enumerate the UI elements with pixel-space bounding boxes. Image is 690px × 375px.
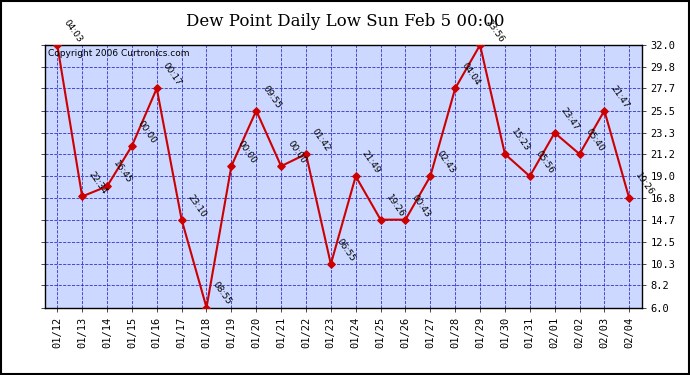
Point (450, 86, 461, 92)
Point (500, 151, 511, 157)
Text: 23:56: 23:56 (484, 18, 506, 44)
Point (599, 108, 610, 114)
Text: 19:26: 19:26 (385, 193, 407, 219)
Text: 09:55: 09:55 (260, 84, 283, 110)
Text: 23:47: 23:47 (559, 106, 581, 132)
Text: 21:47: 21:47 (609, 84, 631, 110)
Point (176, 217, 187, 223)
Point (425, 173, 436, 179)
Text: 22:34: 22:34 (86, 170, 108, 196)
Text: 00:43: 00:43 (410, 193, 432, 219)
Text: 08:55: 08:55 (210, 280, 233, 307)
Point (475, 42, 486, 48)
Point (375, 217, 386, 223)
Text: 01:42: 01:42 (310, 127, 332, 153)
Point (524, 173, 535, 179)
Text: 06:55: 06:55 (335, 237, 357, 263)
Text: 16:45: 16:45 (111, 159, 133, 186)
Point (624, 195, 635, 201)
Text: 00:00: 00:00 (136, 119, 158, 145)
Text: 05:40: 05:40 (584, 127, 606, 153)
Text: Dew Point Daily Low Sun Feb 5 00:00: Dew Point Daily Low Sun Feb 5 00:00 (186, 13, 504, 30)
Point (101, 183, 112, 189)
Text: 00:17: 00:17 (161, 61, 183, 88)
Text: 15:23: 15:23 (509, 127, 531, 153)
Text: 21:49: 21:49 (360, 149, 382, 176)
Text: 05:56: 05:56 (534, 149, 556, 176)
Point (325, 261, 336, 267)
Point (201, 304, 212, 310)
Text: 04:04: 04:04 (460, 62, 482, 88)
Text: 00:00: 00:00 (235, 139, 258, 165)
Text: 02:43: 02:43 (435, 149, 457, 176)
Point (351, 173, 362, 179)
Point (574, 151, 585, 157)
Text: 23:10: 23:10 (186, 193, 208, 219)
Point (300, 151, 311, 157)
Point (151, 86, 162, 92)
Point (275, 163, 286, 169)
Text: 19:26: 19:26 (633, 171, 656, 198)
Point (250, 108, 262, 114)
Point (226, 163, 237, 169)
Point (77, 194, 88, 200)
Text: 04:03: 04:03 (61, 18, 83, 44)
Point (126, 143, 137, 149)
Text: Copyright 2006 Curtronics.com: Copyright 2006 Curtronics.com (48, 49, 189, 58)
Text: 00:00: 00:00 (285, 139, 308, 165)
Point (400, 217, 411, 223)
Point (549, 130, 560, 136)
Point (52, 42, 63, 48)
